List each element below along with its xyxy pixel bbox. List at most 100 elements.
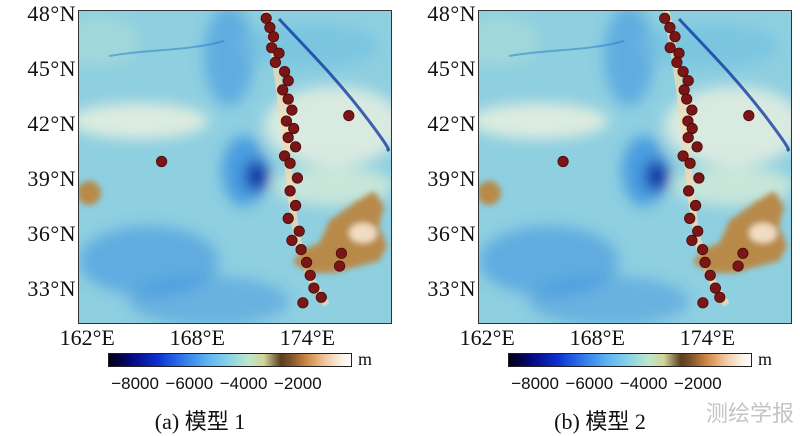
seamount-point	[737, 247, 749, 259]
seamount-point	[673, 47, 685, 59]
seamount-point	[691, 141, 703, 153]
seamount-point	[301, 256, 313, 268]
seamount-point	[290, 141, 302, 153]
seamount-point	[681, 93, 693, 105]
caption-model-text: 模型	[585, 410, 630, 435]
seamount-point	[293, 225, 305, 237]
seamount-point	[277, 84, 289, 96]
caption-number: 2	[629, 409, 646, 434]
longitude-label: 174°E	[679, 325, 736, 350]
map-frame	[478, 10, 792, 324]
latitude-label: 45°N	[27, 55, 76, 81]
seamount-point	[295, 244, 307, 256]
seamount-point	[704, 269, 716, 281]
colorbar-tick-label: −2000	[273, 374, 322, 393]
seamount-point	[286, 234, 298, 246]
panel-caption: (a) 模型 1	[0, 404, 400, 436]
seamount-point	[315, 291, 327, 303]
longitude-label: 168°E	[169, 325, 225, 350]
seamount-point	[682, 75, 694, 87]
latitude-label: 48°N	[427, 0, 476, 26]
seamount-point	[697, 244, 709, 256]
latitude-label: 42°N	[427, 110, 476, 136]
latitude-label: 36°N	[27, 220, 76, 246]
caption-label: (b)	[554, 409, 586, 434]
seamount-point	[692, 225, 704, 237]
seamount-point	[280, 115, 292, 127]
seamount-point	[557, 155, 569, 168]
bathymetry-map	[479, 11, 791, 323]
seamount-point	[677, 65, 689, 78]
latitude-label: 36°N	[427, 220, 476, 246]
latitude-label: 39°N	[27, 165, 76, 191]
latitude-label: 33°N	[427, 276, 476, 301]
seamount-point	[714, 291, 726, 303]
seamount-point	[334, 260, 346, 272]
seamount-point	[291, 172, 303, 184]
seamount-point	[732, 260, 744, 272]
bathymetry-map	[79, 11, 391, 323]
seamount-point	[335, 247, 347, 259]
latitude-label: 45°N	[427, 55, 476, 81]
seamount-point	[677, 150, 689, 162]
shallow-rise-area	[479, 181, 787, 273]
seamount-point	[308, 282, 320, 294]
latitude-label: 39°N	[427, 165, 476, 191]
seamount-point	[282, 93, 294, 105]
seamount-point	[664, 42, 676, 54]
colorbar-tick-label: −6000	[565, 374, 614, 393]
latitude-label: 48°N	[27, 0, 76, 26]
seamount-point	[684, 212, 696, 224]
caption-model-text: 模型	[184, 410, 229, 435]
seamount-point	[709, 282, 721, 294]
map-frame	[78, 10, 392, 324]
watermark-text: 测绘学报	[705, 402, 794, 427]
depth-colorbar	[508, 353, 752, 367]
colorbar-tick-label: −2000	[673, 374, 722, 393]
seamount-point	[684, 157, 696, 169]
longitude-label: 162°E	[459, 325, 515, 350]
longitude-label: 174°E	[279, 325, 336, 350]
seamount-point	[693, 172, 705, 184]
seamount-point	[699, 256, 711, 268]
colorbar-tick-label: −4000	[219, 374, 268, 393]
seamount-point	[669, 31, 681, 43]
caption-number: 1	[228, 409, 246, 434]
trench-line	[677, 17, 791, 153]
seamount-point	[282, 75, 294, 87]
seamount-point	[659, 12, 671, 24]
longitude-label: 168°E	[569, 325, 625, 350]
colorbar-unit: m	[358, 349, 373, 369]
seamount-point	[678, 84, 690, 96]
longitude-label: 162°E	[59, 325, 115, 350]
seamount-point	[343, 110, 355, 122]
latitude-label: 42°N	[27, 110, 76, 136]
seamount-point	[671, 56, 683, 69]
seamount-point	[267, 31, 280, 43]
seamount-point	[288, 122, 300, 135]
caption-label: (a)	[154, 409, 185, 434]
fracture-zone-line	[108, 40, 225, 57]
panel-model-2: 48°N 45°N 42°N 39°N 36°N 33°N 162°E 168°E 174°E m…	[400, 0, 800, 436]
seamount-point	[282, 132, 294, 144]
seamount-point	[304, 269, 316, 281]
colorbar-tick-label: −6000	[165, 374, 214, 393]
colorbar-tick-label: −8000	[511, 374, 559, 393]
seamount-point	[282, 212, 294, 224]
seamount-point	[284, 185, 296, 197]
seamount-point	[284, 157, 296, 169]
seamount-point	[697, 297, 709, 309]
seamount-point	[269, 56, 281, 69]
seamount-point	[156, 155, 168, 168]
depth-colorbar	[108, 353, 352, 367]
shallow-rise-area	[79, 181, 387, 273]
panel-model-1: 48°N 45°N 42°N 39°N 36°N 33°N 162°E 168°E 174°E m…	[0, 0, 400, 436]
colorbar-tick-label: −8000	[111, 374, 159, 393]
seamount-point	[690, 199, 702, 212]
seamount-point	[686, 104, 698, 116]
latitude-label: 33°N	[27, 276, 76, 301]
seamount-point	[286, 104, 298, 116]
seamount-point	[682, 132, 694, 144]
seamount-point	[686, 234, 698, 246]
panel-caption: (b) 模型 2	[400, 404, 800, 436]
